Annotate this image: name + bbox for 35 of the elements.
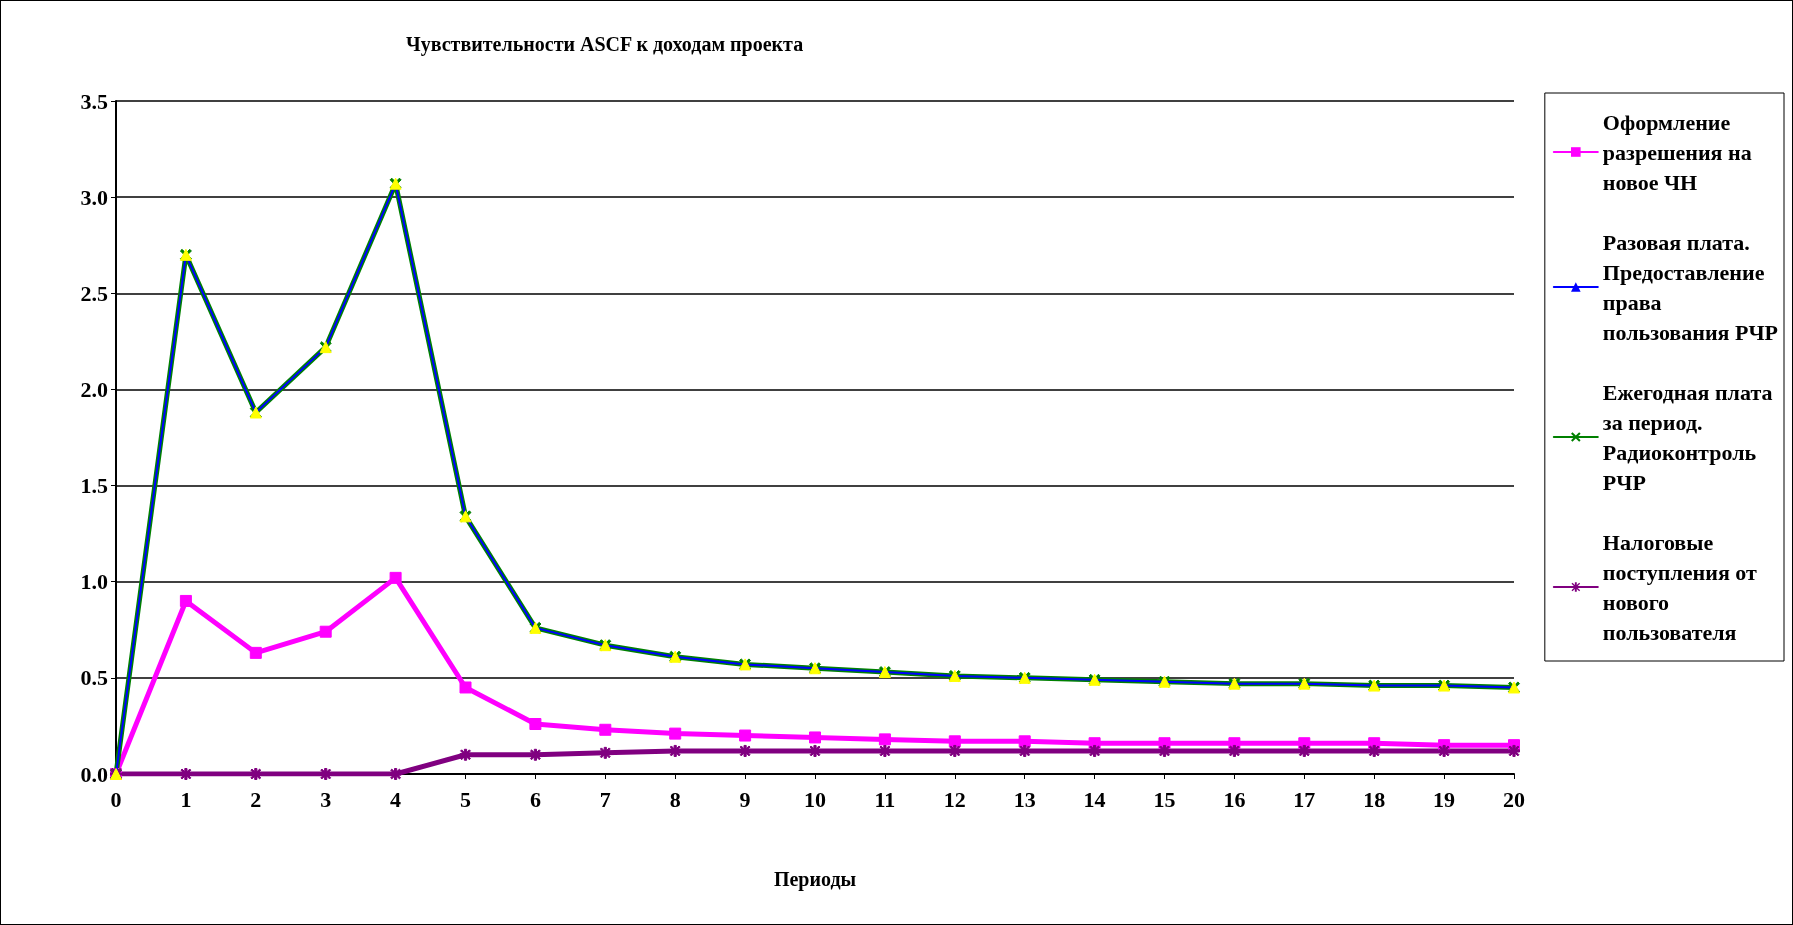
legend-label: Налоговые поступления от нового пользователя — [1602, 529, 1758, 645]
y-tick-label: 1.0 — [80, 569, 108, 595]
legend-label: Ежегодная плата за период. Радиоконтроль РЧР — [1602, 379, 1773, 495]
x-tick-label: 13 — [1013, 786, 1036, 812]
y-tick-label: 1.5 — [80, 473, 108, 499]
x-tick-label: 0 — [110, 786, 122, 812]
y-tick-label: 2.5 — [80, 280, 108, 306]
x-tick-label: 4 — [390, 786, 402, 812]
x-tick-label: 1 — [180, 786, 192, 812]
x-axis-title: Периоды — [773, 868, 857, 891]
x-tick-label: 9 — [739, 786, 751, 812]
x-tick-label: 6 — [529, 786, 541, 812]
y-tick-label: 0.5 — [80, 665, 108, 691]
x-tick-label: 17 — [1293, 786, 1316, 812]
y-tick-label: 3.0 — [80, 184, 108, 210]
x-tick-label: 14 — [1083, 786, 1106, 812]
legend-label: Разовая плата. Предоставление права пользования РЧР — [1602, 229, 1778, 345]
x-tick-label: 2 — [250, 786, 262, 812]
x-tick-label: 8 — [669, 786, 681, 812]
x-tick-label: 11 — [874, 786, 896, 812]
y-tick-label: 2.0 — [80, 376, 108, 402]
legend-label: Оформление разрешения на новое ЧН — [1602, 109, 1752, 195]
x-tick-label: 15 — [1153, 786, 1176, 812]
x-tick-label: 20 — [1503, 786, 1525, 812]
x-tick-label: 19 — [1433, 786, 1456, 812]
x-tick-label: 3 — [320, 786, 332, 812]
x-tick-label: 12 — [943, 786, 966, 812]
x-tick-label: 5 — [460, 786, 471, 812]
y-tick-label: 3.5 — [80, 88, 108, 114]
chart-title: Чувствительности ASCF к доходам проекта — [406, 33, 804, 56]
x-tick-label: 18 — [1363, 786, 1386, 812]
x-tick-label: 16 — [1223, 786, 1246, 812]
x-tick-label: 10 — [804, 786, 826, 812]
y-tick-label: 0.0 — [80, 761, 108, 787]
x-tick-label: 7 — [599, 786, 611, 812]
